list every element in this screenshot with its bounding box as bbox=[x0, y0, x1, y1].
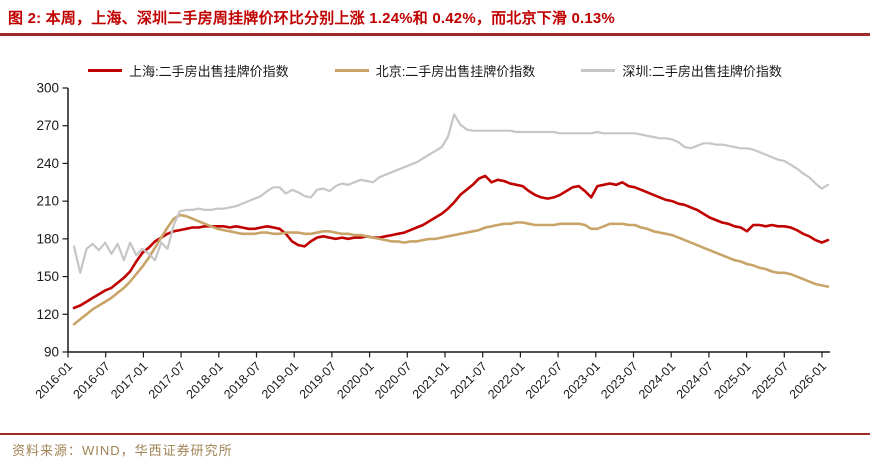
x-tick-label: 2017-01 bbox=[108, 359, 150, 401]
legend-swatch-shenzhen bbox=[581, 69, 616, 72]
x-tick-label: 2024-01 bbox=[636, 359, 678, 401]
y-tick-label: 210 bbox=[36, 194, 59, 209]
footer-divider bbox=[0, 433, 870, 435]
legend-swatch-shanghai bbox=[88, 69, 123, 72]
legend-item-shanghai: 上海:二手房出售挂牌价指数 bbox=[88, 61, 289, 80]
x-tick-label: 2023-01 bbox=[561, 359, 603, 401]
legend-item-shenzhen: 深圳:二手房出售挂牌价指数 bbox=[581, 61, 782, 80]
legend-label-shenzhen: 深圳:二手房出售挂牌价指数 bbox=[622, 64, 782, 79]
x-tick-label: 2021-01 bbox=[410, 359, 452, 401]
y-tick-label: 150 bbox=[36, 269, 59, 284]
series-line-beijing bbox=[72, 213, 830, 326]
x-tick-label: 2016-07 bbox=[70, 359, 112, 401]
legend-swatch-beijing bbox=[334, 69, 369, 72]
price-index-line-chart: 901201501802102402703002016-012016-07201… bbox=[33, 81, 830, 402]
chart-legend: 上海:二手房出售挂牌价指数 北京:二手房出售挂牌价指数 深圳:二手房出售挂牌价指… bbox=[0, 61, 870, 80]
x-tick-label: 2025-01 bbox=[711, 359, 753, 401]
x-tick-label: 2019-01 bbox=[259, 359, 301, 401]
x-tick-label: 2020-01 bbox=[334, 359, 376, 401]
x-tick-label: 2023-07 bbox=[598, 359, 640, 401]
legend-label-shanghai: 上海:二手房出售挂牌价指数 bbox=[129, 64, 289, 79]
y-tick-label: 90 bbox=[44, 345, 59, 360]
y-tick-label: 300 bbox=[36, 81, 59, 96]
x-tick-label: 2018-07 bbox=[221, 359, 263, 401]
x-tick-label: 2017-07 bbox=[146, 359, 188, 401]
x-tick-label: 2024-07 bbox=[674, 359, 716, 401]
x-tick-label: 2019-07 bbox=[297, 359, 339, 401]
y-tick-label: 270 bbox=[36, 118, 59, 133]
x-tick-label: 2016-01 bbox=[33, 359, 75, 401]
source-note: 资料来源：WIND，华西证券研究所 bbox=[12, 443, 233, 458]
title-divider bbox=[0, 33, 870, 36]
x-tick-label: 2020-07 bbox=[372, 359, 414, 401]
y-tick-label: 180 bbox=[36, 231, 59, 246]
legend-label-beijing: 北京:二手房出售挂牌价指数 bbox=[375, 64, 536, 79]
x-tick-label: 2022-07 bbox=[523, 359, 565, 401]
series-line-shenzhen bbox=[72, 113, 830, 274]
y-tick-label: 240 bbox=[36, 156, 59, 171]
x-tick-label: 2021-07 bbox=[447, 359, 489, 401]
series-line-shanghai bbox=[72, 174, 830, 310]
legend-item-beijing: 北京:二手房出售挂牌价指数 bbox=[334, 61, 536, 80]
y-tick-label: 120 bbox=[36, 307, 59, 322]
x-tick-label: 2022-01 bbox=[485, 359, 527, 401]
x-tick-label: 2025-07 bbox=[749, 359, 791, 401]
figure-title: 图 2: 本周，上海、深圳二手房周挂牌价环比分别上涨 1.24%和 0.42%，… bbox=[8, 10, 615, 27]
x-tick-label: 2026-01 bbox=[787, 359, 829, 401]
x-tick-label: 2018-01 bbox=[184, 359, 226, 401]
